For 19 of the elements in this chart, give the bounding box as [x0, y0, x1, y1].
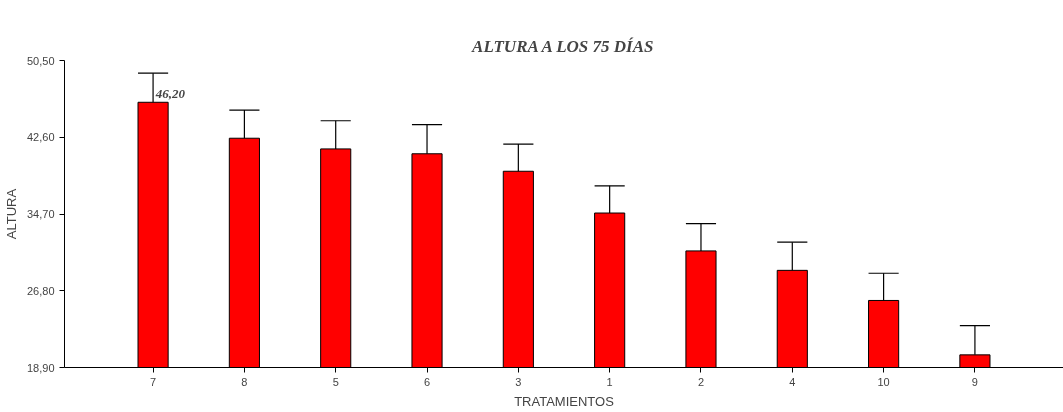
x-axis-title: TRATAMIENTOS [514, 393, 615, 409]
y-tick-label: 50,50 [26, 54, 55, 67]
x-tick-label: 9 [971, 375, 978, 388]
x-tick-label: 4 [789, 375, 796, 388]
x-tick-label: 1 [606, 375, 613, 388]
y-tick-label: 42,60 [26, 131, 55, 144]
y-axis-title: ALTURA [3, 188, 19, 240]
x-tick-label: 5 [332, 375, 339, 388]
data-label: 46,20 [154, 86, 186, 102]
x-tick-label: 2 [697, 375, 705, 388]
x-tick-label: 7 [150, 375, 157, 388]
y-tick-label: 18,90 [26, 361, 55, 374]
x-tick-label: 10 [877, 375, 890, 388]
x-tick-label: 6 [423, 375, 431, 388]
y-tick-label: 26,80 [26, 284, 55, 297]
y-tick-label: 34,70 [26, 208, 55, 220]
x-tick-label: 8 [241, 375, 248, 388]
chart-title: ALTURA A LOS 75 DÍAS [471, 36, 654, 56]
x-tick-label: 3 [515, 375, 522, 388]
